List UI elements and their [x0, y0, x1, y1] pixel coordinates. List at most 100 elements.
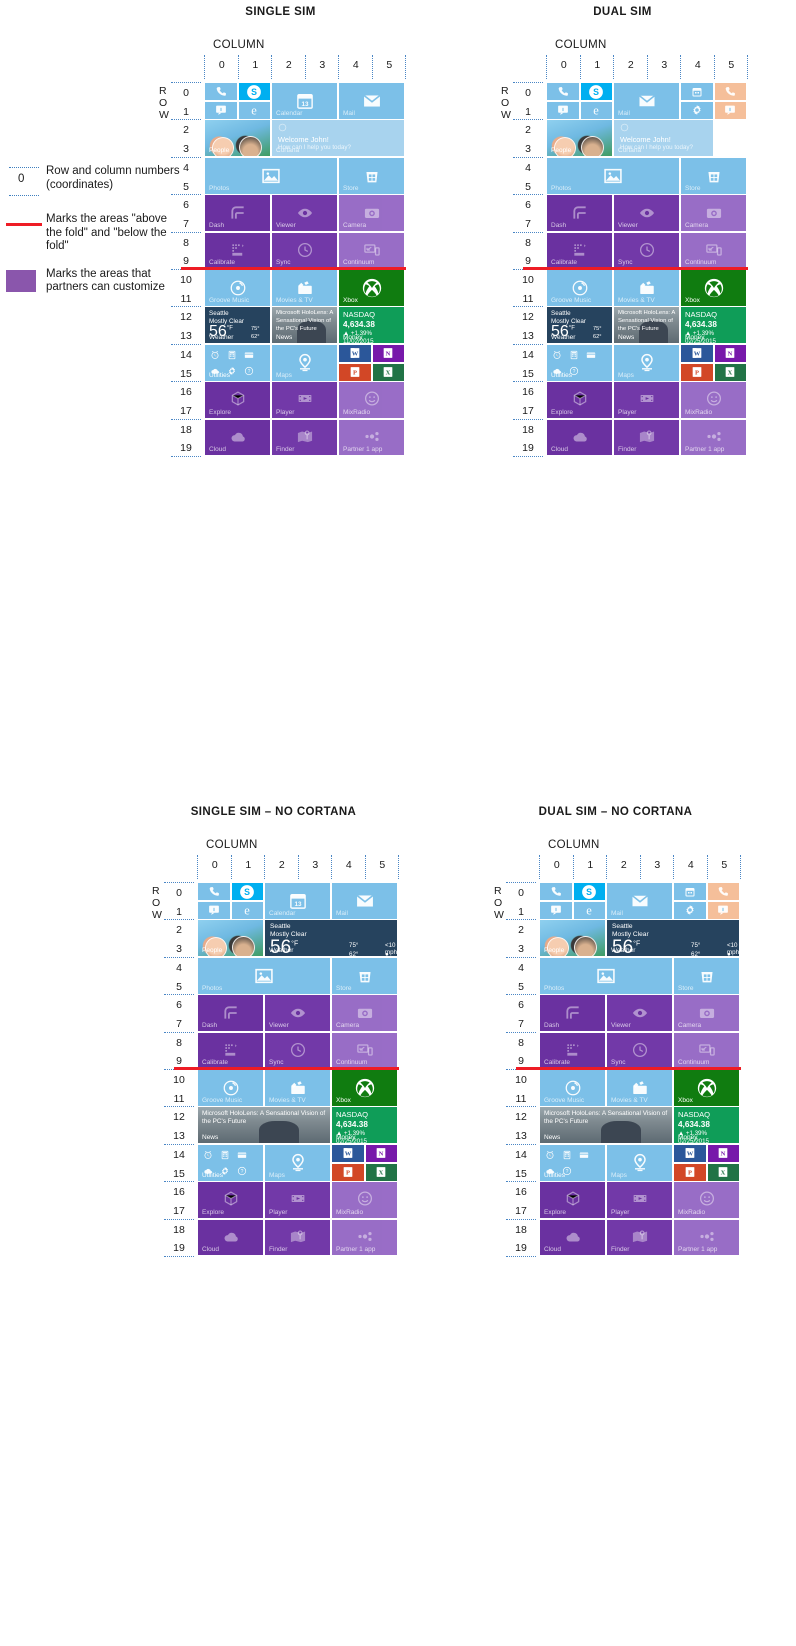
tile-cloud[interactable]: Cloud	[547, 419, 613, 456]
tile-people[interactable]: People	[547, 120, 613, 157]
tile-calendar[interactable]	[681, 83, 713, 101]
tile-player[interactable]: Player	[614, 382, 680, 418]
tile-store[interactable]: Store	[332, 957, 398, 994]
tile-money[interactable]: NASDAQ 4,634.38 ▲ +1.39% 02/25/2015 Money	[681, 307, 747, 344]
tile-continuum[interactable]: Continuum	[681, 232, 747, 269]
tile-photos[interactable]: Photos	[540, 957, 673, 994]
tile-messaging-sim2[interactable]	[707, 901, 740, 919]
tile-weather[interactable]: Seattle Mostly Clear 56°F 75° 62° Weather	[205, 307, 271, 344]
tile-continuum[interactable]: Continuum	[674, 1032, 740, 1069]
tile-sync[interactable]: Sync	[265, 1032, 331, 1069]
tile-money[interactable]: NASDAQ 4,634.38 ▲ +1.39% 11/02/2015 Money	[339, 307, 405, 344]
tile-explore[interactable]: Explore	[547, 382, 613, 418]
tile-calendar[interactable]	[674, 883, 706, 901]
tile-excel[interactable]: X	[714, 363, 747, 381]
tile-viewer[interactable]: Viewer	[272, 195, 338, 231]
tile-partner-app[interactable]: Partner 1 app	[674, 1219, 740, 1256]
tile-people[interactable]: People	[205, 120, 271, 157]
tile-dash[interactable]: Dash	[198, 995, 264, 1031]
tile-news[interactable]: Microsoft HoloLens: A Sensational Vision…	[540, 1107, 673, 1144]
tile-messaging[interactable]	[198, 901, 230, 919]
tile-calibrate[interactable]: Calibrate	[205, 232, 271, 269]
tile-store[interactable]: Store	[339, 157, 405, 194]
tile-phone[interactable]	[198, 883, 230, 901]
tile-sync[interactable]: Sync	[614, 232, 680, 269]
tile-movies-tv[interactable]: Movies & TV	[265, 1070, 331, 1106]
tile-mail[interactable]: Mail	[614, 83, 680, 119]
tile-groove-music[interactable]: Groove Music	[547, 270, 613, 306]
tile-word[interactable]: W	[332, 1144, 364, 1162]
tile-photos[interactable]: Photos	[198, 957, 331, 994]
tile-news[interactable]: Microsoft HoloLens: A Sensational Vision…	[272, 307, 338, 344]
tile-maps[interactable]: Maps	[607, 1144, 673, 1181]
tile-powerpoint[interactable]: P	[339, 363, 371, 381]
tile-explore[interactable]: Explore	[540, 1182, 606, 1218]
tile-movies-tv[interactable]: Movies & TV	[614, 270, 680, 306]
tile-dash[interactable]: Dash	[540, 995, 606, 1031]
tile-phone[interactable]	[547, 83, 579, 101]
tile-xbox[interactable]: Xbox	[674, 1070, 740, 1106]
tile-photos[interactable]: Photos	[547, 157, 680, 194]
tile-camera[interactable]: Camera	[681, 195, 747, 231]
tile-messaging[interactable]	[547, 101, 579, 119]
tile-maps[interactable]: Maps	[272, 344, 338, 381]
tile-viewer[interactable]: Viewer	[265, 995, 331, 1031]
tile-skype[interactable]: S	[238, 83, 271, 101]
tile-onenote[interactable]: N	[372, 344, 405, 362]
tile-cloud[interactable]: Cloud	[205, 419, 271, 456]
tile-skype[interactable]: S	[573, 883, 606, 901]
tile-calibrate[interactable]: Calibrate	[540, 1032, 606, 1069]
tile-cortana[interactable]: Welcome John! How can I help you today? Co…	[272, 120, 405, 157]
tile-store[interactable]: Store	[674, 957, 740, 994]
tile-maps[interactable]: Maps	[265, 1144, 331, 1181]
tile-movies-tv[interactable]: Movies & TV	[607, 1070, 673, 1106]
tile-finder[interactable]: Finder	[607, 1219, 673, 1256]
tile-phone[interactable]	[540, 883, 572, 901]
tile-mixradio[interactable]: MixRadio	[674, 1182, 740, 1218]
tile-camera[interactable]: Camera	[332, 995, 398, 1031]
tile-partner-app[interactable]: Partner 1 app	[339, 419, 405, 456]
tile-excel[interactable]: X	[372, 363, 405, 381]
tile-dash[interactable]: Dash	[205, 195, 271, 231]
tile-word[interactable]: W	[339, 344, 371, 362]
tile-edge[interactable]: e	[580, 101, 613, 119]
tile-news[interactable]: Microsoft HoloLens: A Sensational Vision…	[198, 1107, 331, 1144]
tile-mail[interactable]: Mail	[339, 83, 405, 119]
tile-camera[interactable]: Camera	[674, 995, 740, 1031]
tile-onenote[interactable]: N	[707, 1144, 740, 1162]
tile-calibrate[interactable]: Calibrate	[198, 1032, 264, 1069]
tile-movies-tv[interactable]: Movies & TV	[272, 270, 338, 306]
tile-messaging[interactable]	[205, 101, 237, 119]
tile-settings[interactable]	[674, 901, 706, 919]
tile-messaging[interactable]	[540, 901, 572, 919]
tile-money[interactable]: NASDAQ 4,634.38 ▲ +1.39% 02/25/2015 Money	[332, 1107, 398, 1144]
tile-mixradio[interactable]: MixRadio	[332, 1182, 398, 1218]
tile-maps[interactable]: Maps	[614, 344, 680, 381]
tile-utilities[interactable]: ? Utilities	[205, 344, 271, 381]
tile-phone-sim2[interactable]	[714, 83, 747, 101]
tile-settings[interactable]	[681, 101, 713, 119]
tile-partner-app[interactable]: Partner 1 app	[332, 1219, 398, 1256]
tile-people[interactable]: People	[540, 920, 606, 957]
tile-excel[interactable]: X	[365, 1163, 398, 1181]
tile-word[interactable]: W	[681, 344, 713, 362]
tile-skype[interactable]: S	[580, 83, 613, 101]
tile-calendar[interactable]: 13 Calendar	[265, 883, 331, 919]
tile-groove-music[interactable]: Groove Music	[540, 1070, 606, 1106]
tile-groove-music[interactable]: Groove Music	[205, 270, 271, 306]
tile-edge[interactable]: e	[231, 901, 264, 919]
tile-finder[interactable]: Finder	[265, 1219, 331, 1256]
tile-explore[interactable]: Explore	[198, 1182, 264, 1218]
tile-utilities[interactable]: ? Utilities	[547, 344, 613, 381]
tile-dash[interactable]: Dash	[547, 195, 613, 231]
tile-mail[interactable]: Mail	[332, 883, 398, 919]
tile-camera[interactable]: Camera	[339, 195, 405, 231]
tile-finder[interactable]: Finder	[272, 419, 338, 456]
tile-viewer[interactable]: Viewer	[614, 195, 680, 231]
tile-news[interactable]: Microsoft HoloLens: A Sensational Vision…	[614, 307, 680, 344]
tile-store[interactable]: Store	[681, 157, 747, 194]
tile-skype[interactable]: S	[231, 883, 264, 901]
tile-groove-music[interactable]: Groove Music	[198, 1070, 264, 1106]
